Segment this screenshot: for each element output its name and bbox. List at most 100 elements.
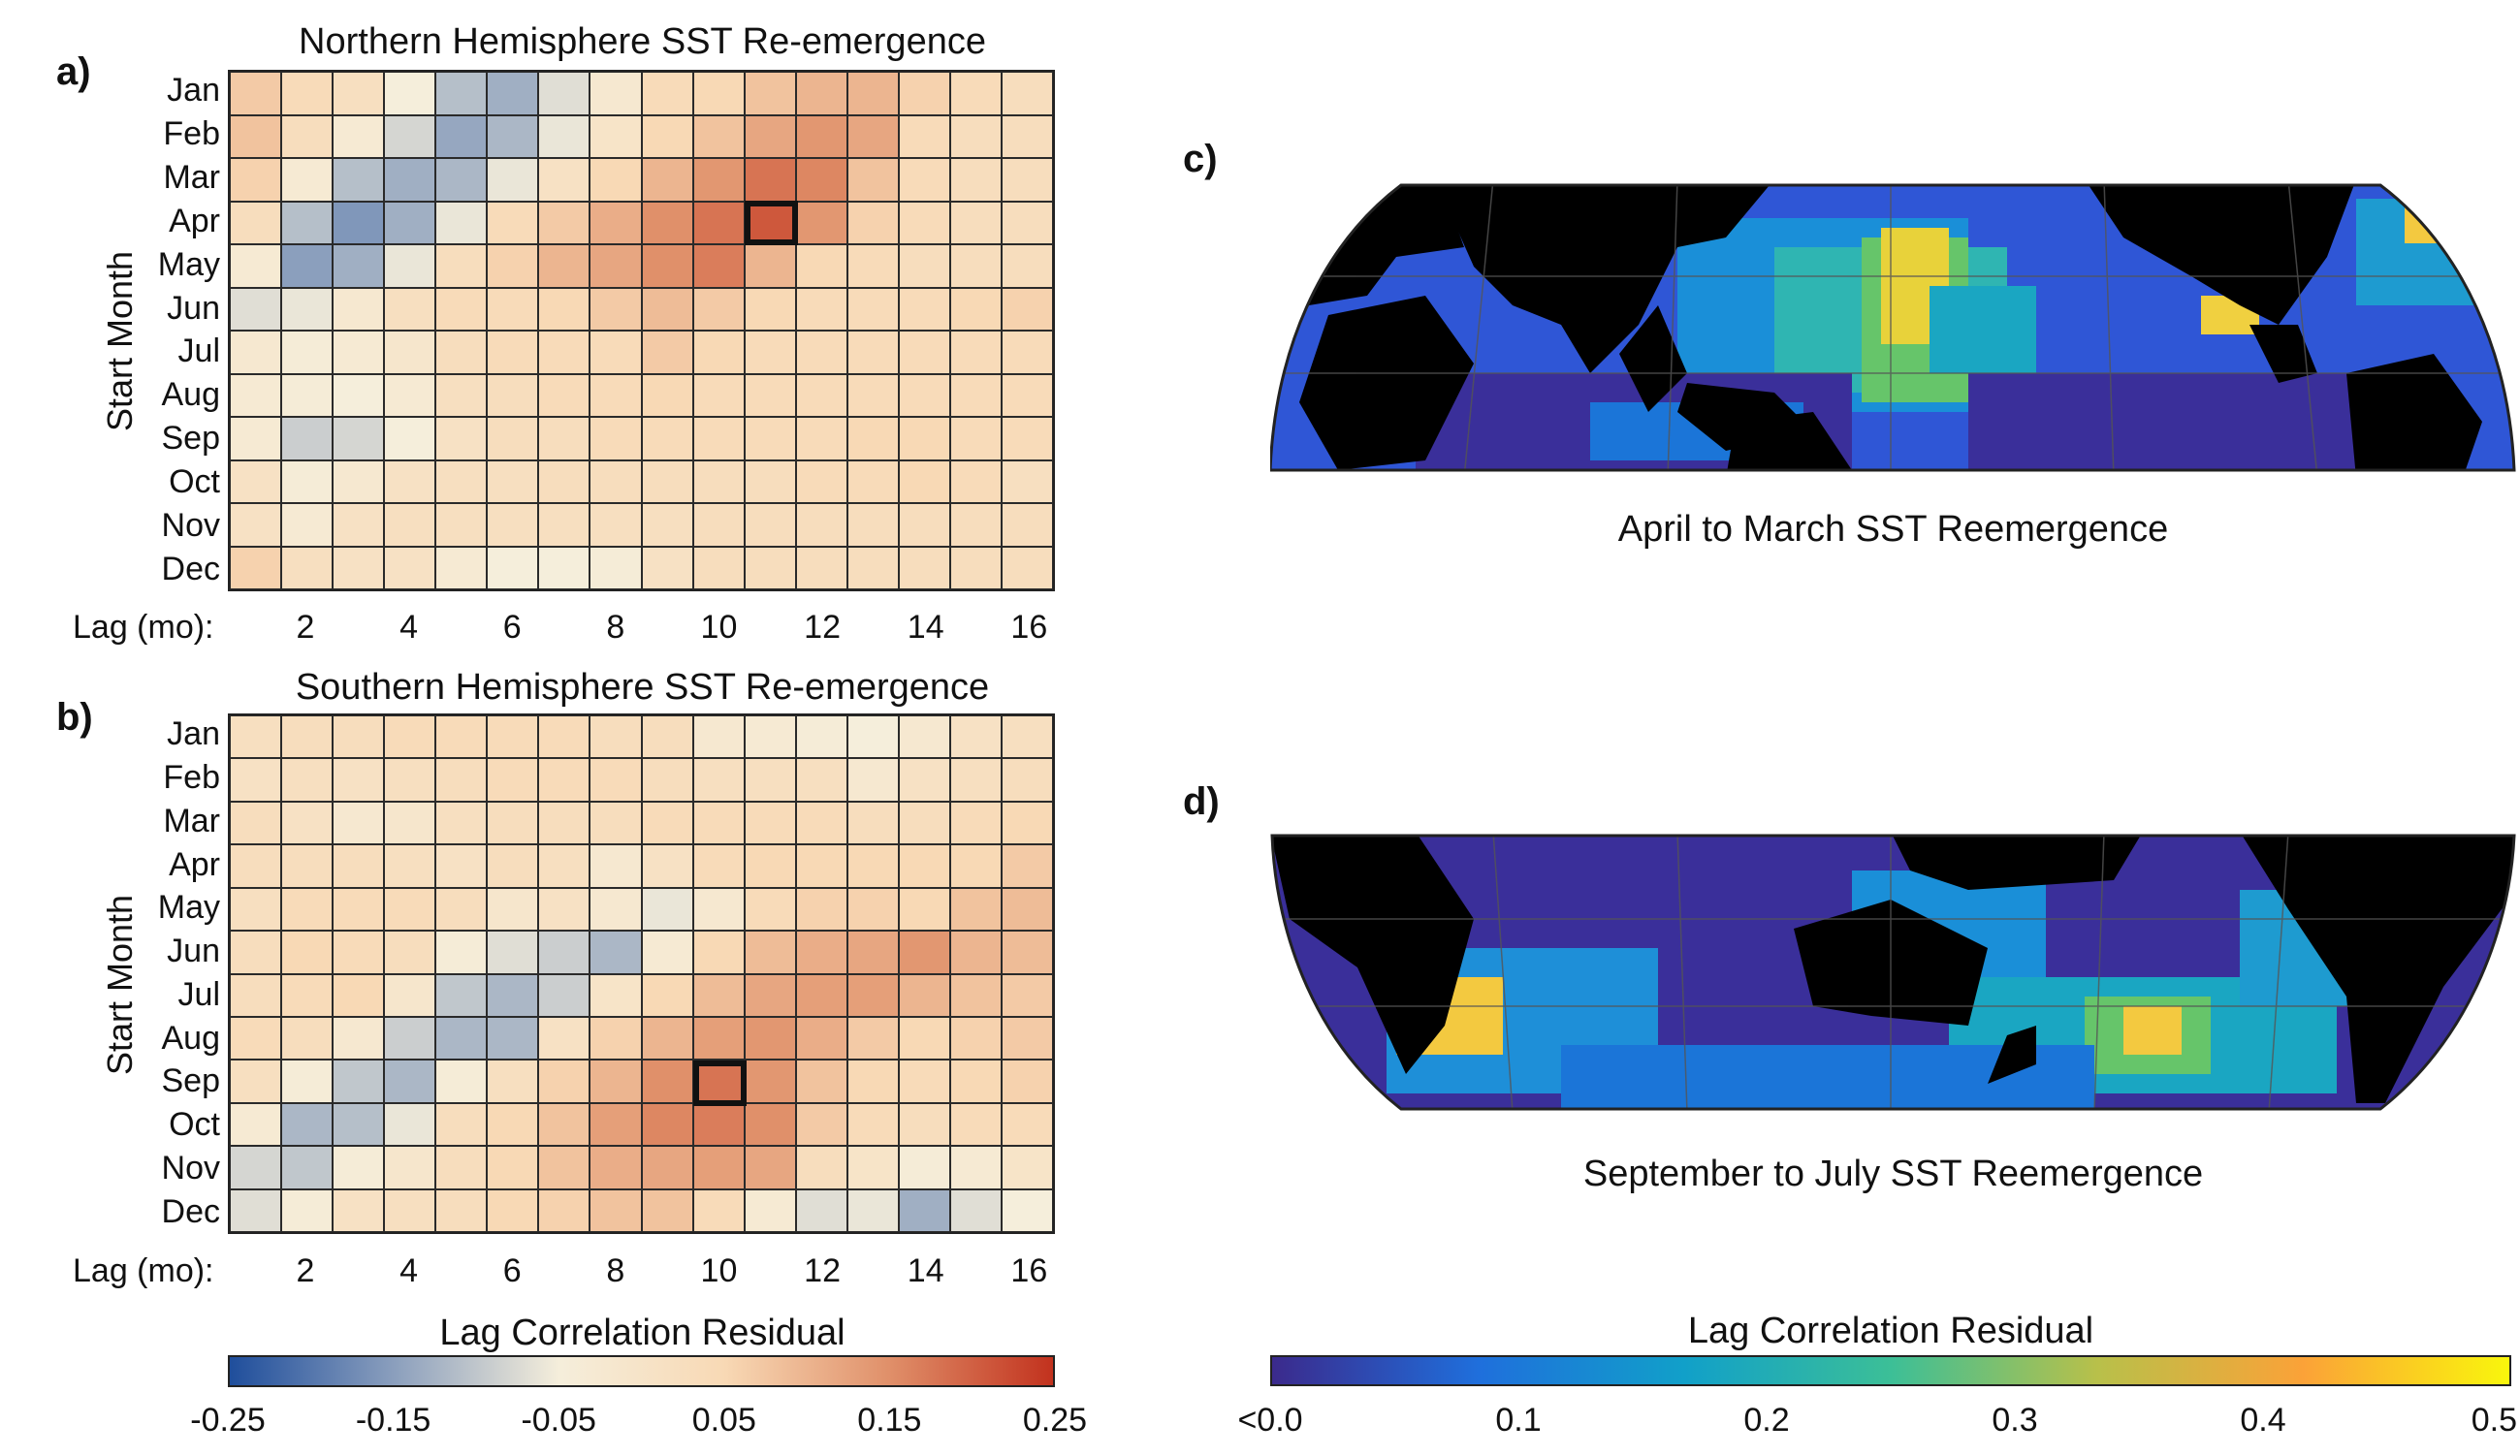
heatmap-b-cell bbox=[795, 973, 847, 1017]
heatmap-b-cell bbox=[744, 801, 796, 845]
heatmap-a-cell bbox=[692, 72, 745, 115]
heatmap-b-cell bbox=[846, 1016, 899, 1060]
heatmap-a-row-label: Mar bbox=[163, 159, 220, 197]
heatmap-b-cell bbox=[538, 844, 590, 888]
heatmap-a-xtick: 6 bbox=[502, 609, 522, 646]
heatmap-a-cell bbox=[1001, 546, 1053, 589]
colorbar-right-title: Lag Correlation Residual bbox=[1687, 1311, 2094, 1351]
heatmap-b-cell bbox=[795, 1102, 847, 1147]
heatmap-b-cell bbox=[898, 931, 950, 974]
heatmap-b-cell bbox=[846, 887, 899, 932]
heatmap-a-cell bbox=[435, 201, 488, 244]
heatmap-b-cell bbox=[641, 844, 693, 888]
heatmap-b-cell bbox=[538, 931, 590, 974]
heatmap-a-cell bbox=[435, 158, 488, 202]
heatmap-a-cell bbox=[487, 417, 539, 460]
heatmap-a-cell bbox=[1001, 331, 1053, 374]
heatmap-a-cell bbox=[641, 373, 693, 417]
heatmap-b-cell bbox=[230, 973, 282, 1017]
heatmap-b-cell bbox=[846, 931, 899, 974]
heatmap-a-cell bbox=[898, 546, 950, 589]
heatmap-a-cell bbox=[949, 287, 1002, 331]
heatmap-a-cell bbox=[487, 72, 539, 115]
heatmap-b-cell bbox=[487, 1188, 539, 1232]
heatmap-b-cell bbox=[538, 758, 590, 802]
heatmap-b-cell bbox=[744, 844, 796, 888]
heatmap-a-cell bbox=[435, 503, 488, 547]
colorbar-left-tick: 0.05 bbox=[691, 1402, 756, 1439]
heatmap-b-cell bbox=[384, 715, 436, 759]
heatmap-a-cell bbox=[641, 244, 693, 288]
heatmap-a-cell bbox=[333, 546, 385, 589]
heatmap-a-cell bbox=[641, 158, 693, 202]
heatmap-b-cell bbox=[641, 758, 693, 802]
heatmap-b-xtick: 10 bbox=[700, 1252, 738, 1289]
heatmap-a-xlabel: Lag (mo): bbox=[73, 609, 214, 646]
heatmap-b-cell bbox=[487, 931, 539, 974]
heatmap-a-cell bbox=[333, 503, 385, 547]
heatmap-b-cell bbox=[333, 801, 385, 845]
colorbar-right-tick: 0.2 bbox=[1743, 1402, 1790, 1439]
heatmap-a-cell bbox=[487, 244, 539, 288]
heatmap-b-cell bbox=[435, 1146, 488, 1189]
map-c-field bbox=[1270, 185, 2514, 470]
heatmap-b-cell bbox=[281, 844, 334, 888]
heatmap-b-cell bbox=[281, 1146, 334, 1189]
heatmap-b-cell bbox=[384, 801, 436, 845]
heatmap-a-cell bbox=[692, 546, 745, 589]
colorbar-right-tick: 0.3 bbox=[1992, 1402, 2038, 1439]
heatmap-b-cell bbox=[590, 973, 642, 1017]
heatmap-a-cell bbox=[487, 158, 539, 202]
heatmap-b-cell bbox=[692, 1188, 745, 1232]
heatmap-b-cell bbox=[590, 931, 642, 974]
heatmap-a-cell bbox=[538, 114, 590, 158]
heatmap-b-cell bbox=[487, 1060, 539, 1103]
heatmap-b-cell bbox=[949, 1102, 1002, 1147]
heatmap-a-cell bbox=[795, 417, 847, 460]
heatmap-a-cell bbox=[333, 331, 385, 374]
heatmap-a-cell bbox=[590, 503, 642, 547]
heatmap-a-cell bbox=[641, 503, 693, 547]
heatmap-b-cell bbox=[538, 1016, 590, 1060]
heatmap-b-cell bbox=[281, 887, 334, 932]
map-d bbox=[1270, 834, 2516, 1111]
heatmap-b-cell bbox=[281, 1016, 334, 1060]
heatmap-a-cell bbox=[487, 373, 539, 417]
heatmap-a-row-label: Sep bbox=[161, 420, 221, 458]
heatmap-a-ylabel: Start Month bbox=[100, 250, 140, 431]
heatmap-b-xtick: 2 bbox=[296, 1252, 315, 1289]
heatmap-a-cell bbox=[795, 331, 847, 374]
heatmap-a-cell bbox=[590, 331, 642, 374]
heatmap-a-cell bbox=[898, 201, 950, 244]
heatmap-b-cell bbox=[435, 758, 488, 802]
heatmap-b-cell bbox=[281, 801, 334, 845]
heatmap-a-cell bbox=[949, 244, 1002, 288]
heatmap-b-row-label: Sep bbox=[161, 1062, 221, 1100]
heatmap-a-cell bbox=[795, 158, 847, 202]
heatmap-b-cell bbox=[230, 1102, 282, 1147]
heatmap-b-cell bbox=[846, 1188, 899, 1232]
colorbar-right-tick: 0.5 bbox=[2471, 1402, 2517, 1439]
heatmap-b-highlight-box bbox=[692, 1060, 748, 1106]
heatmap-b-cell bbox=[384, 844, 436, 888]
heatmap-a-cell bbox=[230, 546, 282, 589]
heatmap-a-cell bbox=[590, 417, 642, 460]
heatmap-b-cell bbox=[641, 715, 693, 759]
heatmap-b-cell bbox=[384, 1188, 436, 1232]
heatmap-a-cell bbox=[795, 546, 847, 589]
heatmap-b-cell bbox=[538, 801, 590, 845]
heatmap-a-cell bbox=[281, 503, 334, 547]
heatmap-a-cell bbox=[590, 114, 642, 158]
heatmap-a-cell bbox=[846, 373, 899, 417]
heatmap-a-cell bbox=[949, 459, 1002, 503]
heatmap-b-cell bbox=[384, 887, 436, 932]
heatmap-a-cell bbox=[744, 114, 796, 158]
heatmap-a-cell bbox=[846, 503, 899, 547]
heatmap-a-cell bbox=[281, 417, 334, 460]
heatmap-b-cell bbox=[846, 1102, 899, 1147]
heatmap-a-row-label: Feb bbox=[163, 115, 220, 153]
map-c-caption: April to March SST Reemergence bbox=[1617, 509, 2169, 550]
heatmap-b-cell bbox=[795, 1146, 847, 1189]
heatmap-b-cell bbox=[435, 973, 488, 1017]
heatmap-b-cell bbox=[230, 931, 282, 974]
